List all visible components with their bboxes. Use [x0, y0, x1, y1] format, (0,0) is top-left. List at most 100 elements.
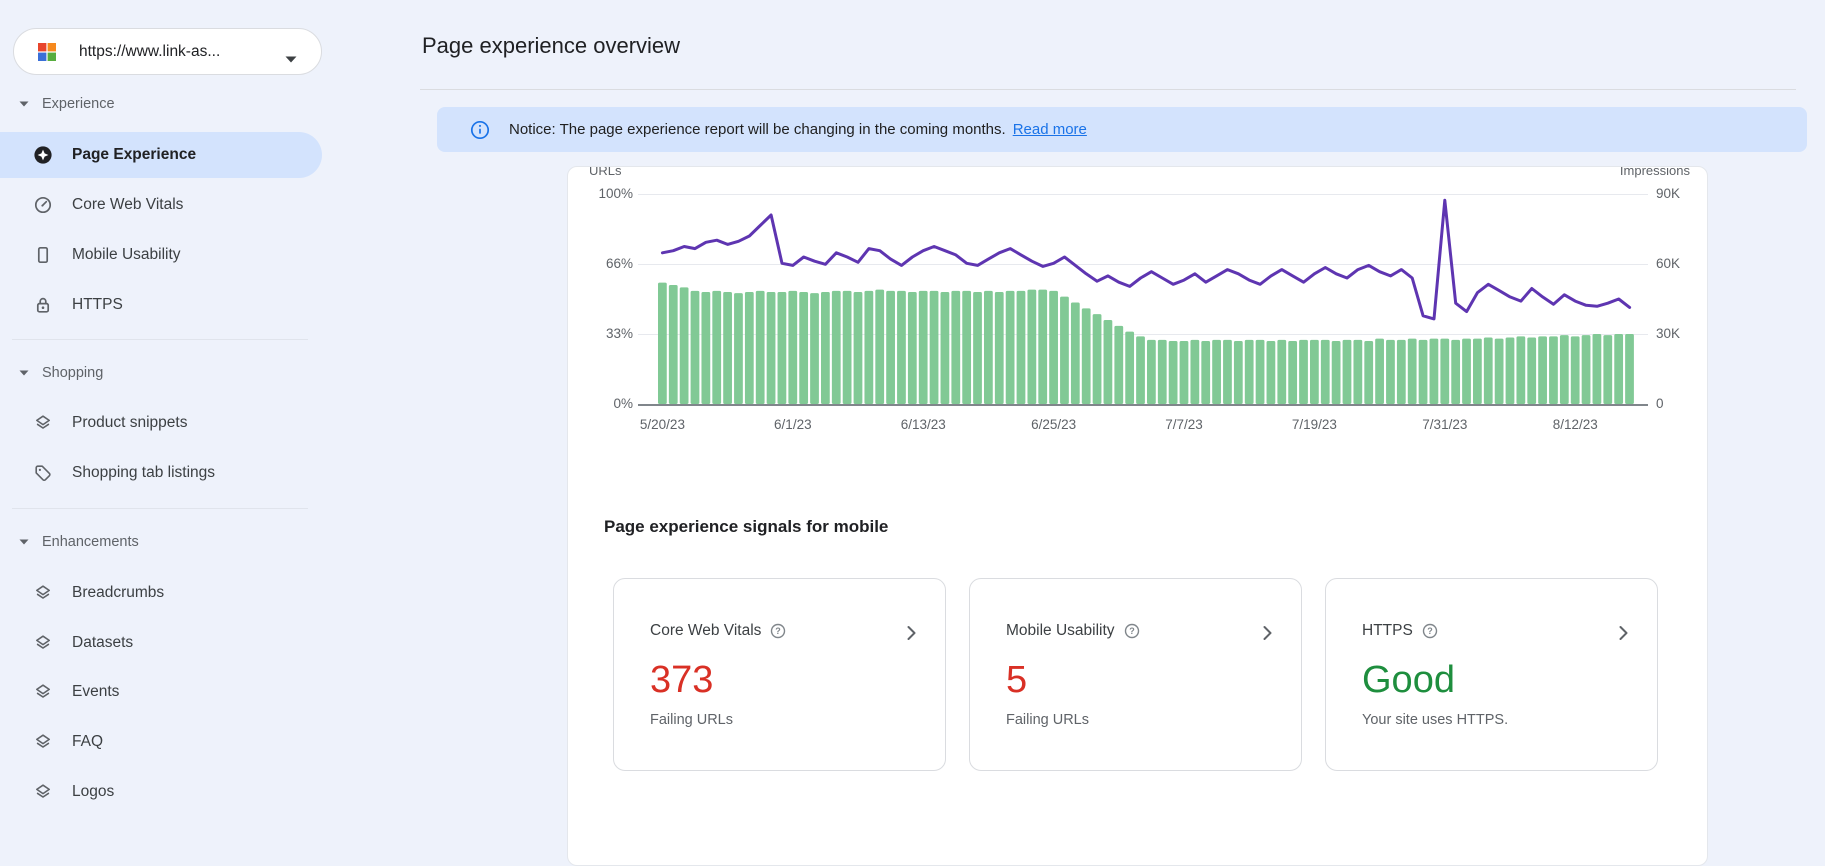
- sidebar-section-label: Enhancements: [42, 534, 139, 550]
- axis-tick-label: 60K: [1656, 256, 1681, 271]
- layers-icon: [33, 413, 53, 433]
- tag-icon: [33, 463, 53, 483]
- caret-down-icon: [19, 370, 29, 376]
- svg-text:?: ?: [1427, 626, 1433, 636]
- signal-card-value: 373: [650, 659, 714, 701]
- signal-card-value: Good: [1362, 659, 1455, 701]
- axis-tick-label: 33%: [605, 326, 633, 342]
- sidebar-divider: [12, 339, 308, 340]
- svg-text:?: ?: [1129, 626, 1135, 636]
- date-tick-label: 7/19/23: [1291, 417, 1337, 432]
- sidebar-item-https[interactable]: HTTPS: [0, 282, 322, 328]
- sidebar-item-label: Breadcrumbs: [72, 584, 165, 601]
- help-icon[interactable]: ?: [770, 623, 786, 639]
- signal-card-subtitle: Failing URLs: [650, 712, 733, 728]
- sidebar-item-core-web-vitals[interactable]: Core Web Vitals: [0, 182, 322, 228]
- chevron-right-icon[interactable]: [899, 621, 923, 645]
- left-axis-ticks: 100% 66% 33% 0%: [568, 186, 633, 411]
- layers-icon: [33, 583, 53, 603]
- impressions-urls-chart: [658, 198, 1634, 404]
- sidebar: https://www.link-as... Experience Page E…: [0, 0, 330, 813]
- layers-icon: [33, 782, 53, 802]
- signal-card-subtitle: Failing URLs: [1006, 712, 1089, 728]
- axis-tick-label: 100%: [598, 186, 633, 201]
- chevron-right-icon[interactable]: [1611, 621, 1635, 645]
- signal-card-https[interactable]: HTTPS ? Good Your site uses HTTPS.: [1325, 578, 1658, 771]
- sidebar-item-label: Events: [72, 683, 120, 701]
- sidebar-item-label: Logos: [72, 782, 115, 800]
- help-icon[interactable]: ?: [1124, 623, 1140, 639]
- date-tick-label: 7/31/23: [1422, 417, 1468, 432]
- date-tick-label: 6/13/23: [900, 417, 946, 432]
- axis-tick-label: 30K: [1656, 326, 1681, 341]
- help-icon[interactable]: ?: [1422, 623, 1438, 639]
- sidebar-section-shopping[interactable]: Shopping: [0, 363, 322, 383]
- sidebar-item-mobile-usability[interactable]: Mobile Usability: [0, 232, 322, 278]
- gridline: [638, 403, 1648, 406]
- core-web-vitals-icon: [33, 195, 53, 215]
- signals-heading: Page experience signals for mobile: [604, 517, 889, 536]
- sidebar-item-product-snippets[interactable]: Product snippets: [0, 400, 322, 446]
- sidebar-item-label: FAQ: [72, 733, 104, 751]
- sidebar-item-label: Shopping tab listings: [72, 464, 216, 481]
- signal-card-value: 5: [1006, 659, 1028, 701]
- property-url: https://www.link-as...: [79, 42, 221, 60]
- signal-card-title: Core Web Vitals: [650, 622, 762, 639]
- caret-down-icon: [19, 101, 29, 107]
- page-experience-icon: [33, 145, 53, 165]
- sidebar-divider: [12, 508, 308, 509]
- signal-card-mobile-usability[interactable]: Mobile Usability ? 5 Failing URLs: [969, 578, 1302, 771]
- layers-icon: [33, 682, 53, 702]
- axis-tick-label: 90K: [1656, 186, 1681, 201]
- property-selector[interactable]: https://www.link-as...: [13, 28, 322, 75]
- date-tick-label: 6/25/23: [1031, 417, 1077, 432]
- caret-down-icon: [19, 539, 29, 545]
- left-axis-title: URLs: [589, 166, 622, 178]
- svg-text:?: ?: [776, 626, 782, 636]
- report-card: URLs Impressions 100% 66% 33% 0% 90K 60K 30K 0…: [567, 166, 1708, 866]
- chevron-right-icon[interactable]: [1255, 621, 1279, 645]
- sidebar-item-faq[interactable]: FAQ: [0, 719, 322, 765]
- title-divider: [420, 89, 1796, 90]
- sidebar-section-label: Shopping: [42, 365, 104, 381]
- page-title: Page experience overview: [422, 33, 681, 58]
- sidebar-item-label: Page Experience: [72, 146, 197, 163]
- sidebar-item-datasets[interactable]: Datasets: [0, 620, 322, 666]
- sidebar-section-enhancements[interactable]: Enhancements: [0, 532, 322, 552]
- info-icon: [470, 120, 490, 140]
- sidebar-item-shopping-tab-listings[interactable]: Shopping tab listings: [0, 450, 322, 496]
- read-more-link[interactable]: Read more: [1012, 121, 1087, 138]
- chevron-down-icon: [285, 50, 297, 68]
- date-tick-label: 7/7/23: [1165, 417, 1203, 432]
- sidebar-item-label: Datasets: [72, 633, 134, 651]
- sidebar-item-breadcrumbs[interactable]: Breadcrumbs: [0, 570, 322, 616]
- axis-tick-label: 0: [1656, 396, 1664, 411]
- notice-text: Notice: The page experience report will …: [509, 121, 1006, 138]
- axis-tick-label: 0%: [613, 396, 633, 411]
- layers-icon: [33, 633, 53, 653]
- date-tick-label: 6/1/23: [774, 417, 812, 432]
- sidebar-item-page-experience[interactable]: Page Experience: [0, 132, 322, 178]
- signal-card-title: Mobile Usability: [1006, 622, 1115, 639]
- chart-gridlines: [638, 193, 1648, 406]
- gridline: [638, 193, 1648, 195]
- sidebar-item-events[interactable]: Events: [0, 669, 322, 715]
- date-tick-label: 5/20/23: [639, 417, 685, 432]
- mobile-usability-icon: [33, 245, 53, 265]
- signal-card-core-web-vitals[interactable]: Core Web Vitals ? 373 Failing URLs: [613, 578, 946, 771]
- signal-cards-row: Core Web Vitals ? 373 Failing URLs Mobil…: [613, 578, 1658, 771]
- sidebar-item-logos[interactable]: Logos: [0, 769, 322, 815]
- signal-card-subtitle: Your site uses HTTPS.: [1362, 712, 1509, 728]
- x-axis-ticks: 5/20/23 6/1/23 6/13/23 6/25/23 7/7/23 7/19/23…: [640, 417, 1635, 437]
- sidebar-item-label: Product snippets: [72, 414, 188, 431]
- notice-banner: Notice: The page experience report will …: [437, 107, 1807, 152]
- sidebar-section-experience[interactable]: Experience: [0, 94, 322, 114]
- https-lock-icon: [33, 295, 53, 315]
- layers-icon: [33, 732, 53, 752]
- sidebar-item-label: Core Web Vitals: [72, 196, 184, 213]
- sidebar-item-label: HTTPS: [72, 296, 123, 313]
- sidebar-section-label: Experience: [42, 96, 115, 112]
- gridline: [638, 333, 1648, 335]
- signal-card-title: HTTPS: [1362, 622, 1413, 639]
- sidebar-item-label: Mobile Usability: [72, 246, 181, 263]
